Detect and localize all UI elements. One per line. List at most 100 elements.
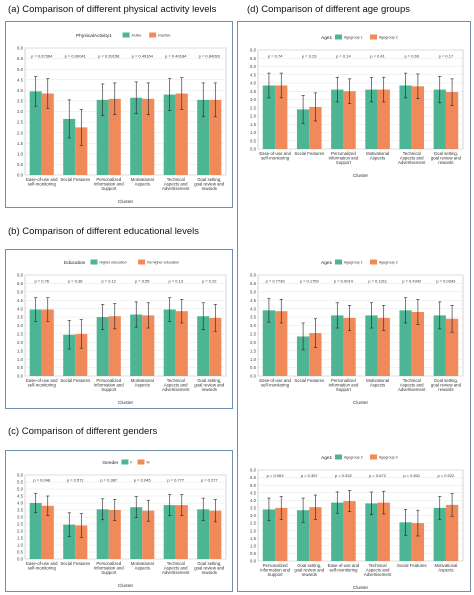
bar-1 [296,336,310,376]
category-label: Personalized Information and Support [94,177,124,191]
p-value-label: p = 0.387 [100,477,118,482]
x-axis-label: Cluster [353,585,369,591]
y-tick-label: 0.0 [17,557,24,562]
category-label: Goal setting, goal review and rewards [194,378,225,392]
p-value-label: p = 0.532 [335,473,353,478]
y-tick-label: 3.5 [17,508,24,513]
legend-swatch-1 [122,32,130,38]
y-tick-label: 0.5 [17,550,24,555]
bar-1 [197,99,210,175]
y-tick-label: 4.0 [17,501,24,506]
y-tick-label: 5.5 [250,281,257,286]
y-tick-label: 2.5 [250,332,257,337]
bar-2 [175,505,188,559]
chart-d-2: 0.0 0.5 1.0 1.5 2.0 2.5 3.0 3.5 4.0 4.5 5.0 5.5 6.0 A… [250,259,464,406]
chart-d-1: 0.0 0.5 1.0 1.5 2.0 2.5 3.0 3.5 4.0 4.5 5.0 5.5 6.0 A… [250,34,464,179]
bar-2 [343,91,356,149]
bar-1 [130,507,143,559]
bar-1 [130,314,143,376]
legend-swatch-2 [138,259,146,265]
legend-swatch-1 [90,259,98,265]
y-tick-label: 2.0 [17,340,24,345]
y-tick-label: 4.0 [250,306,257,311]
category-label: Ease-of-use and self-monitoring [259,378,291,388]
category-label: Social Features [60,177,90,182]
y-tick-label: 1.0 [250,543,257,548]
section-title-d: (d) Comparison of different age groups [247,4,410,15]
category-label: Goal setting, goal review and rewards [194,177,225,191]
bar-2 [209,99,222,175]
category-label: Personalized Information and Support [94,378,124,392]
bar-2 [411,523,425,561]
bar-2 [75,525,88,559]
x-axis-label: Cluster [118,199,134,205]
bar-2 [41,309,54,376]
y-tick-label: 2.0 [17,130,24,135]
bar-2 [41,93,54,175]
category-label: Motivational Aspects [131,177,154,187]
y-tick-label: 2.0 [250,340,257,345]
bar-1 [96,317,109,376]
bar-2 [75,127,88,175]
y-tick-label: 0.5 [250,138,257,143]
bar-1 [365,315,378,376]
y-tick-label: 5.0 [17,487,24,492]
legend-title: PhysicalActivity1 [76,33,112,39]
legend-swatch-1 [335,454,342,460]
bar-1 [262,310,276,376]
bar-1 [296,510,310,561]
bar-2 [411,86,425,149]
y-tick-label: 5.0 [250,483,257,488]
p-value-label: p = 0.7739 [266,279,286,284]
legend: Age1 Agegroup 1 Agegroup 2 [321,34,398,41]
bar-1 [365,503,378,561]
category-label: Technical Aspects and Advertisement [398,378,426,392]
bar-2 [377,317,390,376]
y-tick-label: 4.5 [250,490,257,495]
y-tick-label: 4.5 [17,298,24,303]
legend: Education Higher education No higher educa… [64,259,179,266]
y-tick-label: 5.0 [17,289,24,294]
p-value-label: p = 0.831 [403,473,421,478]
p-value-label: p = 0.76 [34,279,49,284]
bar-2 [309,333,322,376]
legend-swatch-1 [335,34,342,40]
legend-swatch-2 [137,459,145,465]
legend-swatch-2 [370,259,377,265]
y-tick-label: 1.0 [17,357,24,362]
x-axis-label: Cluster [118,583,134,589]
bar-2 [445,504,459,561]
y-tick-label: 6.0 [17,473,24,478]
category-label: Technical Aspects and Advertisement [364,563,392,577]
y-tick-label: 5.0 [250,289,257,294]
y-tick-label: 1.5 [17,141,24,146]
y-tick-label: 2.0 [250,528,257,533]
category-label: Motivational Aspects [366,378,389,388]
bar-2 [445,318,459,376]
bar-2 [41,505,54,559]
category-label: Technical Aspects and Advertisement [162,177,190,191]
y-tick-label: 1.0 [250,357,257,362]
y-tick-label: 4.0 [17,88,24,93]
legend-label-2: No higher education [147,261,179,265]
p-value-label: p = 0.39158 [98,54,120,59]
p-value-label: p = 0.41 [370,53,385,58]
p-value-label: p = 0.00041 [65,54,87,59]
category-label: Goal setting, goal review and rewards [431,151,462,165]
y-tick-label: 6.0 [250,468,257,473]
y-tick-label: 3.0 [250,513,257,518]
category-label: Ease-of-use and self-monitoring [26,378,58,388]
y-tick-label: 5.5 [17,480,24,485]
bar-2 [343,317,356,376]
y-tick-label: 3.0 [250,97,257,102]
legend-swatch-1 [121,459,129,465]
y-tick-label: 3.5 [250,89,257,94]
y-tick-label: 5.0 [17,67,24,72]
bar-2 [377,502,390,561]
y-tick-label: 0.0 [250,559,257,564]
y-tick-label: 2.5 [17,332,24,337]
y-tick-label: 1.5 [17,348,24,353]
bar-2 [175,311,188,376]
legend-title: Age1 [321,35,333,41]
y-tick-label: 1.0 [17,151,24,156]
